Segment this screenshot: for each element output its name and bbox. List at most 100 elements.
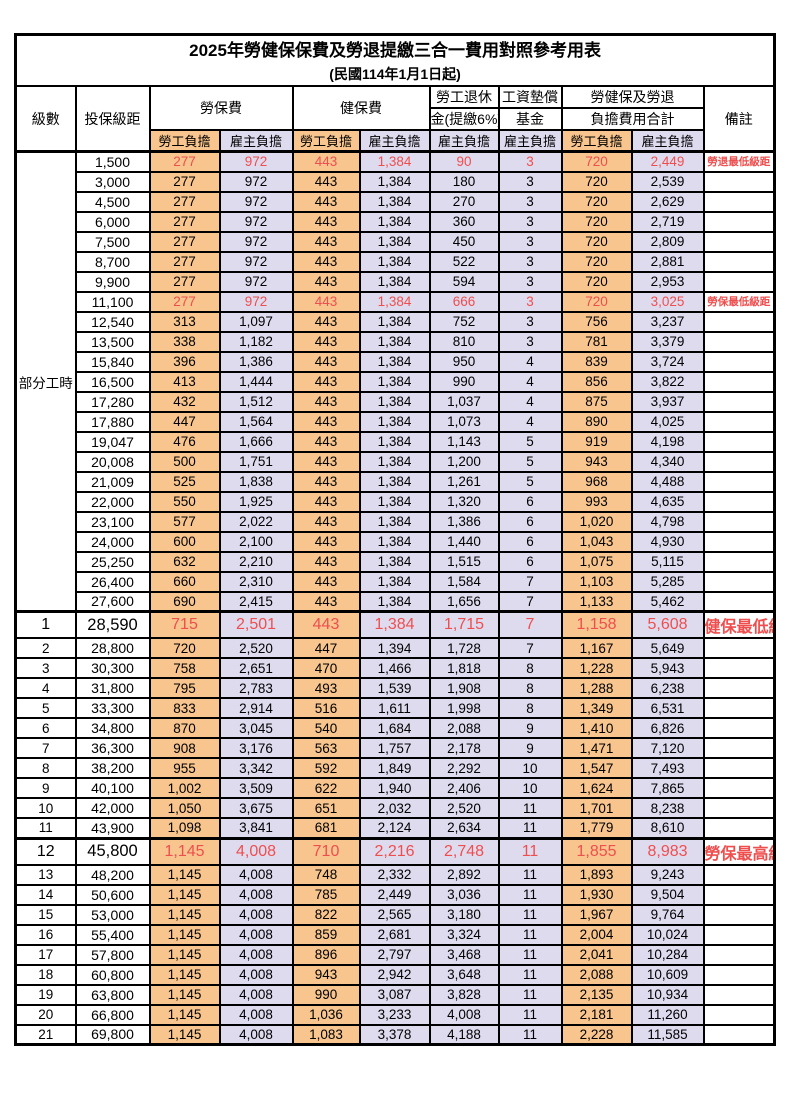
value-cell: 5,608 [630, 610, 705, 639]
table-row: 17,280 432 1,512 443 1,384 1,037 4 875 3,937 [16, 390, 776, 413]
table-row: 5 33,300 833 2,914 516 1,611 1,998 8 1,349 6,531 [14, 697, 776, 719]
value-cell: 4 [497, 390, 563, 413]
value-cell: 10,934 [630, 983, 705, 1006]
remark-cell [702, 943, 776, 966]
salary-bracket-cell: 30,300 [74, 657, 151, 679]
value-cell: 1,145 [148, 1023, 221, 1046]
value-cell: 833 [148, 697, 221, 719]
value-cell: 2,088 [560, 963, 633, 986]
value-cell: 1,384 [358, 310, 431, 333]
col-header-total-employee: 勞工負擔 [560, 129, 633, 153]
value-cell: 1,384 [358, 430, 431, 453]
value-cell: 1,666 [218, 430, 294, 453]
table-row: 15,840 396 1,386 443 1,384 950 4 839 3,724 [16, 350, 776, 373]
value-cell: 4,008 [218, 903, 294, 926]
value-cell: 859 [291, 923, 361, 946]
value-cell: 785 [291, 883, 361, 906]
value-cell: 2,681 [358, 923, 431, 946]
col-header-wage-fund-line2: 基金 [497, 107, 563, 131]
value-cell: 4,198 [630, 430, 705, 453]
value-cell: 550 [148, 490, 221, 513]
value-cell: 3,233 [358, 1003, 431, 1026]
value-cell: 522 [428, 250, 500, 273]
value-cell: 1,384 [358, 250, 431, 273]
remark-cell [702, 1023, 776, 1046]
remark-cell [702, 190, 776, 213]
table-row: 1 28,590 715 2,501 443 1,384 1,715 7 1,158 5,608 健… [14, 610, 776, 639]
value-cell: 4,340 [630, 450, 705, 473]
table-row: 9 40,100 1,002 3,509 622 1,940 2,406 10 1,624 7,8… [14, 777, 776, 799]
value-cell: 4,008 [218, 883, 294, 906]
col-header-remark: 備註 [702, 85, 776, 153]
value-cell: 396 [148, 350, 221, 373]
salary-bracket-cell: 69,800 [74, 1023, 151, 1046]
value-cell: 1,751 [218, 450, 294, 473]
value-cell: 2,310 [218, 570, 294, 593]
value-cell: 600 [148, 530, 221, 553]
value-cell: 8 [497, 697, 563, 719]
value-cell: 4,008 [218, 963, 294, 986]
remark-cell: 勞保最高級距 [702, 836, 776, 866]
value-cell: 2,748 [428, 836, 500, 866]
value-cell: 443 [291, 210, 361, 233]
col-header-fund-employer: 雇主負擔 [497, 129, 563, 153]
value-cell: 4,008 [218, 1003, 294, 1026]
value-cell: 1,386 [428, 510, 500, 533]
value-cell: 2,881 [630, 250, 705, 273]
salary-bracket-cell: 43,900 [74, 817, 151, 839]
salary-bracket-cell: 33,300 [74, 697, 151, 719]
remark-cell [702, 717, 776, 739]
value-cell: 5,649 [630, 637, 705, 659]
table-row: 25,250 632 2,210 443 1,384 1,515 6 1,075 5,115 [16, 550, 776, 573]
value-cell: 1,002 [148, 777, 221, 799]
value-cell: 1,611 [358, 697, 431, 719]
salary-bracket-cell: 28,590 [74, 610, 151, 639]
table-title: 2025年勞健保保費及勞退提繳三合一費用對照參考用表 [189, 41, 601, 60]
value-cell: 443 [291, 190, 361, 213]
value-cell: 2,449 [630, 150, 705, 173]
value-cell: 443 [291, 610, 361, 639]
value-cell: 715 [148, 610, 221, 639]
value-cell: 6 [497, 530, 563, 553]
value-cell: 660 [148, 570, 221, 593]
value-cell: 470 [291, 657, 361, 679]
value-cell: 4,008 [218, 836, 294, 866]
value-cell: 3 [497, 190, 563, 213]
salary-bracket-cell: 50,600 [74, 883, 151, 906]
value-cell: 11,585 [630, 1023, 705, 1046]
value-cell: 4,008 [428, 1003, 500, 1026]
value-cell: 1,547 [560, 757, 633, 779]
value-cell: 1,288 [560, 677, 633, 699]
value-cell: 972 [218, 170, 294, 193]
value-cell: 1,715 [428, 610, 500, 639]
value-cell: 594 [428, 270, 500, 293]
value-cell: 2,809 [630, 230, 705, 253]
value-cell: 1,384 [358, 330, 431, 353]
remark-cell [702, 250, 776, 273]
salary-bracket-cell: 63,800 [74, 983, 151, 1006]
value-cell: 500 [148, 450, 221, 473]
value-cell: 1,440 [428, 530, 500, 553]
value-cell: 748 [291, 863, 361, 886]
table-row: 16 55,400 1,145 4,008 859 2,681 3,324 11 2,004 10… [14, 923, 776, 946]
table-row: 12 45,800 1,145 4,008 710 2,216 2,748 11 1,855 8,… [14, 836, 776, 866]
value-cell: 1,855 [560, 836, 633, 866]
value-cell: 11 [497, 963, 563, 986]
value-cell: 3,724 [630, 350, 705, 373]
remark-cell [702, 490, 776, 513]
value-cell: 1,384 [358, 490, 431, 513]
salary-bracket-cell: 66,800 [74, 1003, 151, 1026]
salary-bracket-cell: 16,500 [74, 370, 151, 393]
value-cell: 2,332 [358, 863, 431, 886]
value-cell: 2,651 [218, 657, 294, 679]
salary-bracket-cell: 24,000 [74, 530, 151, 553]
table-row: 11,100 277 972 443 1,384 666 3 720 3,025 勞保最低級距 [16, 290, 776, 313]
value-cell: 2,178 [428, 737, 500, 759]
remark-cell [702, 430, 776, 453]
value-cell: 2,629 [630, 190, 705, 213]
remark-cell [702, 170, 776, 193]
value-cell: 2,210 [218, 550, 294, 573]
value-cell: 681 [291, 817, 361, 839]
value-cell: 2,004 [560, 923, 633, 946]
salary-bracket-cell: 9,900 [74, 270, 151, 293]
